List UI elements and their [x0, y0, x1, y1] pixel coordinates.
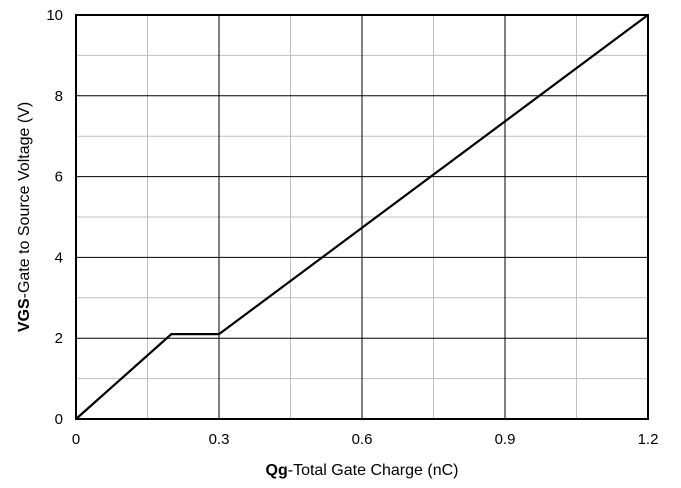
x-tick-label: 0.3: [209, 431, 230, 448]
series-layer: [75, 14, 649, 420]
plot-frame: [75, 14, 649, 420]
x-tick-label: 0: [72, 431, 80, 448]
x-axis-label-bold: Qg: [266, 462, 288, 479]
x-tick-labels: 0 0.3 0.6 0.9 1.2: [72, 431, 659, 448]
series-line: [75, 14, 649, 420]
y-axis-label: VGS-Gate to Source Voltage (V): [16, 102, 33, 332]
y-tick-label: 0: [55, 411, 63, 428]
y-tick-label: 8: [55, 88, 63, 105]
y-axis-label-rest: -Gate to Source Voltage (V): [16, 102, 33, 299]
y-tick-label: 10: [46, 7, 63, 24]
x-tick-label: 1.2: [638, 431, 659, 448]
y-tick-label: 4: [55, 249, 63, 266]
y-axis-label-bold: VGS: [16, 298, 33, 332]
y-tick-label: 2: [55, 330, 63, 347]
x-tick-label: 0.9: [495, 431, 516, 448]
x-axis-label-rest: -Total Gate Charge (nC): [288, 462, 459, 479]
y-tick-label: 6: [55, 169, 63, 186]
y-tick-labels: 0 2 4 6 8 10: [46, 7, 63, 428]
x-axis-label: Qg-Total Gate Charge (nC): [266, 462, 459, 479]
x-tick-label: 0.6: [352, 431, 373, 448]
major-gridlines: [76, 15, 648, 419]
